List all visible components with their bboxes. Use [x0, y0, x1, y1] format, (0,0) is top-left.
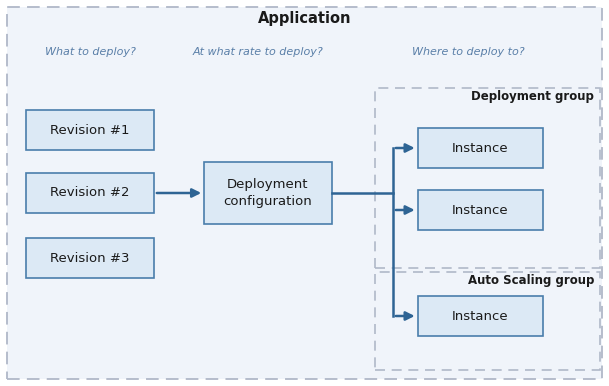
Text: At what rate to deploy?: At what rate to deploy?	[192, 47, 323, 57]
Text: Deployment group: Deployment group	[471, 90, 594, 103]
FancyBboxPatch shape	[418, 296, 543, 336]
Text: Instance: Instance	[452, 142, 509, 154]
Text: Instance: Instance	[452, 203, 509, 217]
Text: Where to deploy to?: Where to deploy to?	[412, 47, 524, 57]
Text: Deployment
configuration: Deployment configuration	[224, 178, 312, 208]
FancyBboxPatch shape	[418, 128, 543, 168]
FancyBboxPatch shape	[375, 88, 600, 268]
Text: What to deploy?: What to deploy?	[44, 47, 135, 57]
FancyBboxPatch shape	[26, 110, 154, 150]
FancyBboxPatch shape	[26, 238, 154, 278]
FancyBboxPatch shape	[418, 190, 543, 230]
Text: Revision #2: Revision #2	[51, 186, 130, 200]
FancyBboxPatch shape	[375, 272, 600, 370]
Text: Revision #3: Revision #3	[51, 252, 130, 264]
Text: Instance: Instance	[452, 310, 509, 322]
FancyBboxPatch shape	[26, 173, 154, 213]
FancyBboxPatch shape	[7, 7, 602, 379]
Text: Auto Scaling group: Auto Scaling group	[468, 274, 594, 287]
Text: Application: Application	[258, 10, 351, 25]
FancyBboxPatch shape	[204, 162, 332, 224]
Text: Revision #1: Revision #1	[51, 124, 130, 137]
